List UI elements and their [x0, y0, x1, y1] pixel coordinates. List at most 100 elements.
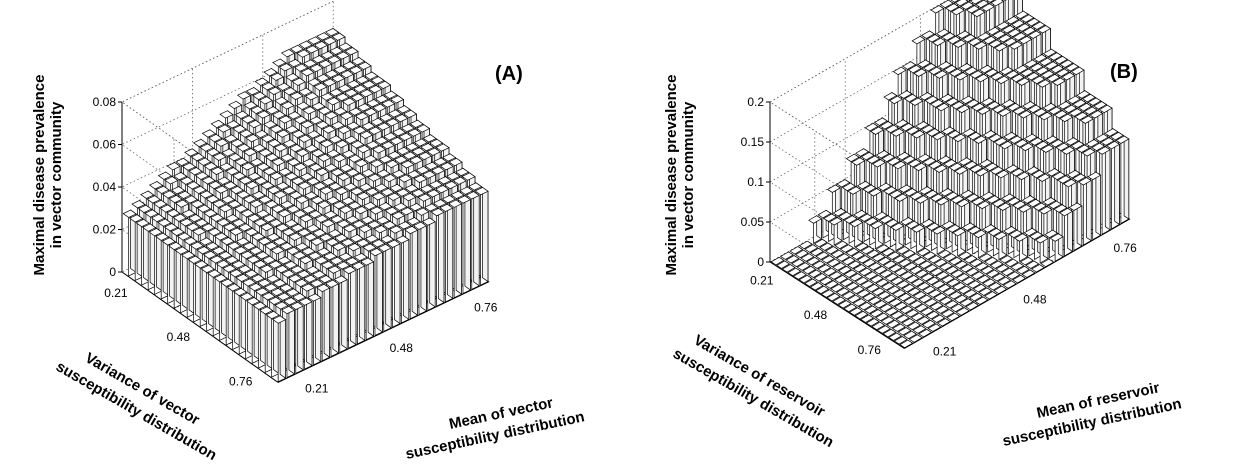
- bar-top: [987, 282, 1002, 291]
- bar-top: [1027, 30, 1042, 39]
- bar-top: [954, 72, 969, 81]
- bar-face: [350, 265, 357, 346]
- bar-top: [219, 110, 234, 119]
- bar-top: [965, 193, 980, 202]
- bar-top: [347, 201, 362, 210]
- bar-top: [885, 124, 900, 134]
- bar-top: [1000, 267, 1015, 277]
- bar: [931, 225, 946, 255]
- bar: [802, 265, 817, 275]
- bar-top: [909, 191, 924, 201]
- bar-top: [916, 153, 931, 163]
- bar-top: [380, 188, 395, 197]
- bar-top: [331, 74, 346, 83]
- bar-top: [261, 82, 276, 91]
- bar-top: [838, 211, 853, 221]
- bar-top: [1068, 108, 1083, 117]
- bar-top: [337, 42, 353, 51]
- bar-top: [238, 129, 254, 138]
- bar-top: [415, 124, 431, 133]
- bar-top: [221, 148, 236, 157]
- bar-top: [215, 259, 231, 269]
- bar: [1068, 202, 1083, 252]
- bar-top: [815, 285, 830, 295]
- bar-top: [164, 176, 179, 185]
- bar: [826, 292, 841, 302]
- bar-top: [231, 260, 246, 269]
- bar-top: [306, 130, 321, 139]
- bar: [456, 195, 472, 295]
- bar-top: [316, 283, 331, 293]
- bar: [963, 255, 978, 264]
- bar-top: [244, 180, 260, 190]
- bar-top: [324, 279, 340, 288]
- bar-top: [895, 314, 910, 323]
- bar-top: [203, 162, 218, 171]
- bar: [1010, 262, 1025, 271]
- bar-top: [974, 262, 989, 271]
- mean-axis-line: [904, 218, 1131, 349]
- bar-top: [948, 256, 963, 266]
- bar: [978, 253, 993, 262]
- bar-top: [878, 303, 893, 313]
- bar-top: [943, 64, 958, 74]
- bar-top: [1002, 226, 1017, 235]
- bar-top: [933, 258, 948, 268]
- bar-top: [129, 214, 144, 223]
- bar-top: [325, 238, 340, 247]
- bar-top: [917, 59, 932, 68]
- bar-top: [314, 214, 329, 223]
- bar-top: [334, 233, 349, 243]
- bar-top: [406, 217, 421, 226]
- bar: [942, 253, 957, 262]
- bar-top: [394, 114, 409, 123]
- bar-top: [321, 125, 337, 134]
- bar-top: [957, 285, 972, 295]
- bar-top: [311, 102, 326, 111]
- bar: [890, 310, 905, 320]
- bar-top: [187, 214, 203, 223]
- bar-top: [332, 200, 347, 210]
- bar-top: [306, 78, 322, 87]
- bar-top: [213, 274, 228, 283]
- mean-tick-label: 0.21: [305, 381, 329, 395]
- bar-top: [993, 43, 1008, 52]
- bar-top: [157, 218, 172, 227]
- bar-top: [290, 223, 305, 233]
- bars: [122, 27, 489, 383]
- bar-top: [184, 148, 199, 157]
- bar-top: [374, 94, 389, 104]
- bar-top: [330, 121, 345, 130]
- bar-top: [971, 197, 986, 206]
- bar-top: [322, 252, 338, 261]
- bar-top: [387, 151, 402, 160]
- bar: [465, 190, 480, 290]
- bar-top: [1091, 142, 1106, 152]
- bar-top: [337, 125, 352, 135]
- bar-top: [441, 194, 456, 204]
- bar-top: [933, 292, 948, 302]
- bar-face: [279, 315, 286, 379]
- bar-top: [1010, 168, 1025, 177]
- bar-top: [991, 104, 1006, 114]
- bar-top: [826, 258, 841, 268]
- bar: [999, 255, 1014, 264]
- bar-face: [332, 279, 339, 354]
- bar-top: [274, 96, 289, 105]
- bar-top: [388, 225, 403, 234]
- bar-top: [218, 162, 234, 171]
- bar: [792, 271, 807, 280]
- bar-top: [888, 95, 903, 105]
- bar-top: [1005, 70, 1020, 79]
- bar-top: [286, 158, 301, 167]
- bar-top: [986, 101, 1001, 110]
- bar: [914, 303, 929, 313]
- bar-top: [222, 222, 237, 232]
- bar-top: [175, 157, 190, 167]
- bar-top: [1018, 110, 1033, 119]
- bar: [807, 269, 822, 278]
- bar-top: [365, 99, 381, 108]
- bar-top: [879, 215, 894, 224]
- bar: [991, 273, 1006, 282]
- bar: [938, 296, 953, 305]
